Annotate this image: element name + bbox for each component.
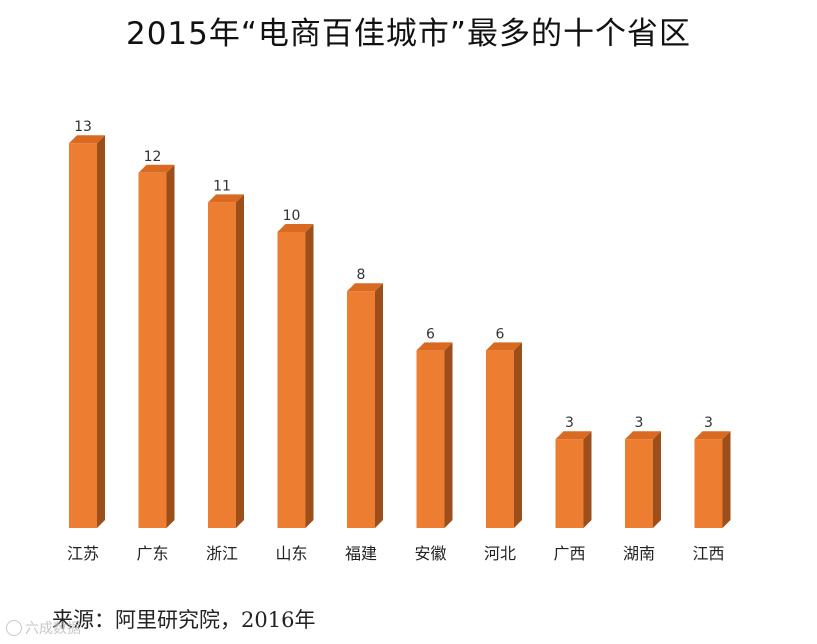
x-tick-label: 浙江 [206,544,238,563]
bar-top [69,135,105,144]
data-label: 13 [74,119,92,135]
data-label: 8 [357,267,366,283]
bar-side [653,431,661,528]
data-label: 6 [496,326,505,342]
bar-side [236,194,244,528]
data-label: 3 [704,415,713,431]
bar-front [416,350,445,528]
bar-front [277,232,306,528]
bar-side [166,164,175,529]
watermark: 六成数据 [6,618,81,638]
bar-top [555,431,592,440]
data-label: 6 [426,326,435,342]
x-tick-label: 福建 [345,544,377,563]
bar-top [347,283,383,292]
bar-side [305,224,314,528]
bar-chart: 13 江苏 12 广东 11 浙江 10 山东 8 福建 6 安徽 6 河北 3 广西 3 湖南 3 江西 [67,119,731,563]
bar-top [138,164,175,173]
bar-top [208,194,244,203]
x-tick-label: 山东 [275,544,307,563]
bar-10 [694,431,731,528]
bar-8 [555,431,592,528]
source-note: 来源：阿里研究院，2016年 [52,608,316,632]
bar-front [625,439,653,528]
data-label: 11 [213,178,231,194]
bar-front [138,172,167,529]
data-label: 3 [565,415,574,431]
bar-top [625,431,661,440]
x-tick-label: 广西 [553,544,585,563]
bar-side [583,431,592,528]
x-tick-label: 河北 [484,544,516,563]
bar-front [347,291,375,528]
chart-title: 2015年“电商百佳城市”最多的十个省区 [125,16,691,52]
x-tick-label: 广东 [136,544,168,563]
bar-side [97,135,105,528]
watermark-text: 六成数据 [25,621,81,637]
bar-4 [277,224,314,528]
bar-top [486,342,522,351]
bar-side [514,342,522,528]
bar-7 [486,342,522,528]
data-label: 10 [283,208,301,224]
bar-5 [347,283,383,528]
bar-6 [416,342,453,528]
x-tick-label: 湖南 [623,544,655,563]
bar-3 [208,194,244,528]
bar-top [416,342,453,351]
bar-side [444,342,453,528]
bar-1 [69,135,105,528]
data-label: 3 [635,415,644,431]
bar-front [208,202,236,528]
x-tick-label: 安徽 [414,544,446,563]
bar-front [486,350,514,528]
bar-top [277,224,314,232]
bar-side [375,283,383,528]
data-label: 12 [144,149,162,165]
bar-front [555,439,584,528]
bar-2 [138,164,175,529]
watermark-logo-icon [6,620,22,636]
bar-9 [625,431,661,528]
bar-top [694,431,731,440]
bar-side [722,431,731,528]
x-tick-label: 江苏 [67,544,99,563]
bar-front [694,439,723,528]
x-tick-label: 江西 [692,544,724,563]
bar-front [69,143,97,528]
